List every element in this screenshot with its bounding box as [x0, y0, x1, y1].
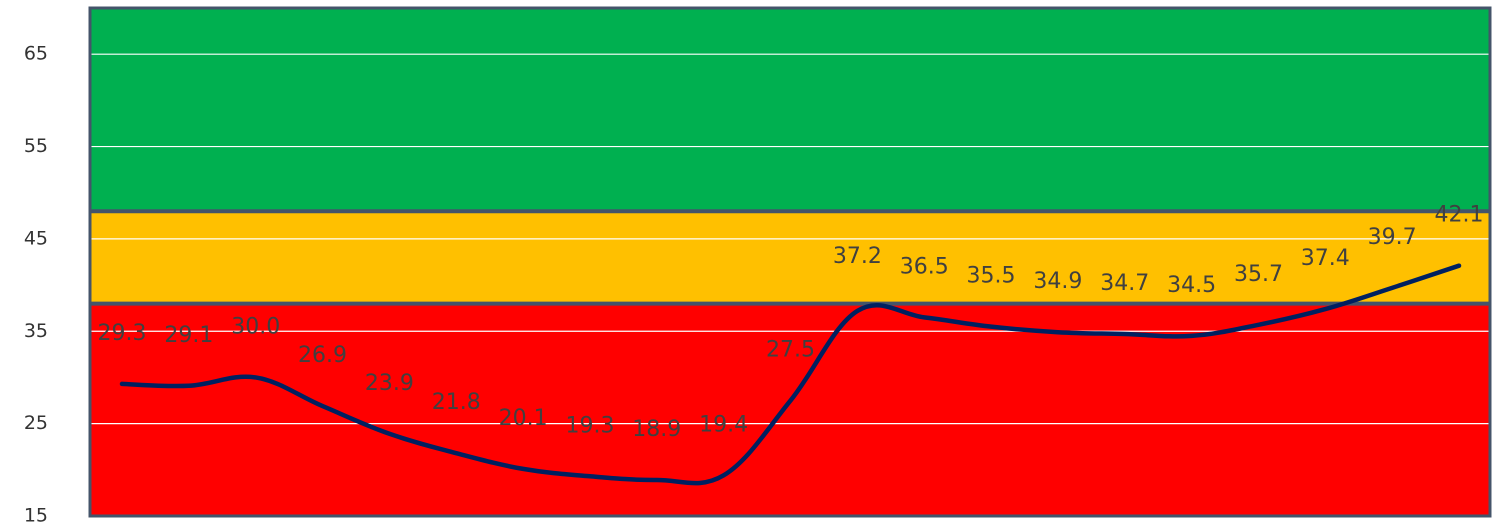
- band-2: [90, 8, 1490, 212]
- y-axis: 15 25 35 45 55 65: [24, 43, 48, 522]
- y-tick-label: 25: [24, 412, 48, 434]
- data-label: 29.3: [98, 321, 147, 346]
- data-label: 20.1: [499, 406, 548, 431]
- data-label: 35.5: [967, 264, 1016, 289]
- data-series: [119, 263, 1462, 486]
- data-label: 23.9: [365, 371, 414, 396]
- data-label: 39.7: [1368, 225, 1417, 250]
- y-tick-label: 65: [24, 43, 48, 65]
- data-label: 35.7: [1234, 262, 1283, 287]
- data-label: 34.5: [1167, 273, 1216, 298]
- data-label: 34.9: [1033, 269, 1082, 294]
- data-label: 29.1: [164, 323, 213, 348]
- data-label: 30.0: [231, 314, 280, 339]
- data-label: 36.5: [900, 254, 949, 279]
- band-1: [90, 211, 1490, 304]
- y-tick-label: 45: [24, 227, 48, 249]
- y-tick-label: 55: [24, 135, 48, 157]
- data-label: 27.5: [766, 338, 815, 363]
- data-label: 19.4: [699, 412, 748, 437]
- y-tick-label: 15: [24, 505, 48, 522]
- data-label: 34.7: [1100, 271, 1149, 296]
- data-labels: 29.3 29.1 30.0 26.9 23.9 21.8 20.1 19.3 18.9 19.4…: [98, 203, 1484, 442]
- plot-frame: [88, 6, 1492, 518]
- y-tick-label: 35: [24, 320, 48, 342]
- data-label: 19.3: [565, 413, 614, 438]
- data-label: 18.9: [632, 417, 681, 442]
- data-label: 26.9: [298, 343, 347, 368]
- data-label: 42.1: [1435, 203, 1484, 228]
- series-line: [119, 263, 1462, 486]
- threshold-bands: [90, 8, 1490, 516]
- horizontal-gridlines: [90, 53, 1490, 425]
- data-label: 37.4: [1301, 246, 1350, 271]
- data-label: 21.8: [432, 390, 481, 415]
- band-0: [90, 303, 1490, 516]
- data-label: 37.2: [833, 244, 882, 269]
